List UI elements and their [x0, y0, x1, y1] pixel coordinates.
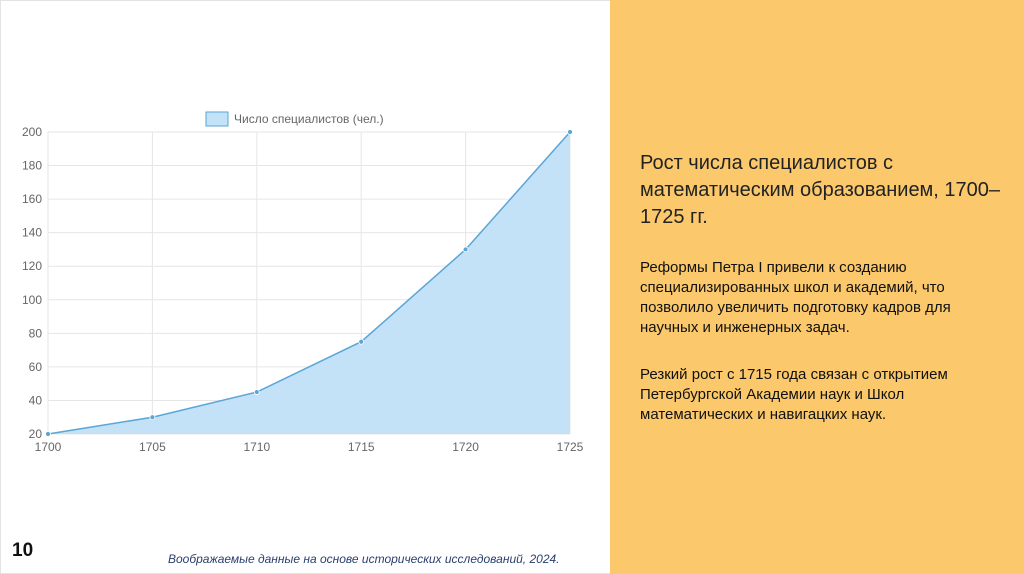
x-tick-label: 1710 — [243, 440, 270, 454]
y-tick-label: 80 — [29, 326, 43, 340]
legend-swatch — [205, 111, 229, 127]
chart-area: 20 40 60 80 100 120 140 160 180 200 1700 1705 1710 1… — [12, 111, 584, 566]
x-tick-label: 1720 — [452, 440, 479, 454]
data-point — [45, 431, 51, 437]
series-area — [48, 132, 570, 434]
y-axis-labels: 20 40 60 80 100 120 140 160 180 200 — [22, 125, 42, 441]
y-tick-label: 20 — [29, 427, 43, 441]
description-panel: Рост числа специалистов с математическим… — [610, 0, 1024, 574]
y-tick-label: 160 — [22, 192, 42, 206]
y-tick-label: 120 — [22, 259, 42, 273]
series-line — [47, 131, 571, 435]
data-point — [358, 338, 365, 345]
source-note: Воображаемые данные на основе историческ… — [168, 552, 560, 566]
data-point — [462, 246, 469, 253]
panel-paragraph-growth: Резкий рост с 1715 года связан с открыти… — [640, 366, 948, 423]
data-point — [567, 129, 573, 135]
x-tick-label: 1705 — [139, 440, 166, 454]
y-tick-label: 100 — [22, 293, 42, 307]
x-tick-label: 1700 — [35, 440, 62, 454]
data-point — [149, 414, 156, 421]
legend-label: Число специалистов (чел.) — [234, 112, 384, 126]
data-point — [253, 389, 260, 395]
x-axis-labels: 1700 1705 1710 1715 1720 1725 — [35, 440, 584, 454]
x-tick-label: 1715 — [348, 440, 375, 454]
legend: Число специалистов (чел.) — [205, 111, 384, 127]
y-tick-label: 60 — [29, 360, 43, 374]
y-tick-label: 140 — [22, 226, 42, 240]
y-tick-label: 200 — [22, 125, 42, 139]
page-number: 10 — [12, 540, 34, 561]
panel-paragraph-reforms: Реформы Петра I привели к созданию специ… — [640, 259, 951, 336]
y-tick-label: 40 — [29, 393, 43, 407]
y-tick-label: 180 — [22, 159, 42, 173]
data-points — [45, 129, 573, 437]
x-tick-label: 1725 — [557, 440, 584, 454]
panel-title: Рост числа специалистов с математическим… — [640, 152, 1001, 228]
